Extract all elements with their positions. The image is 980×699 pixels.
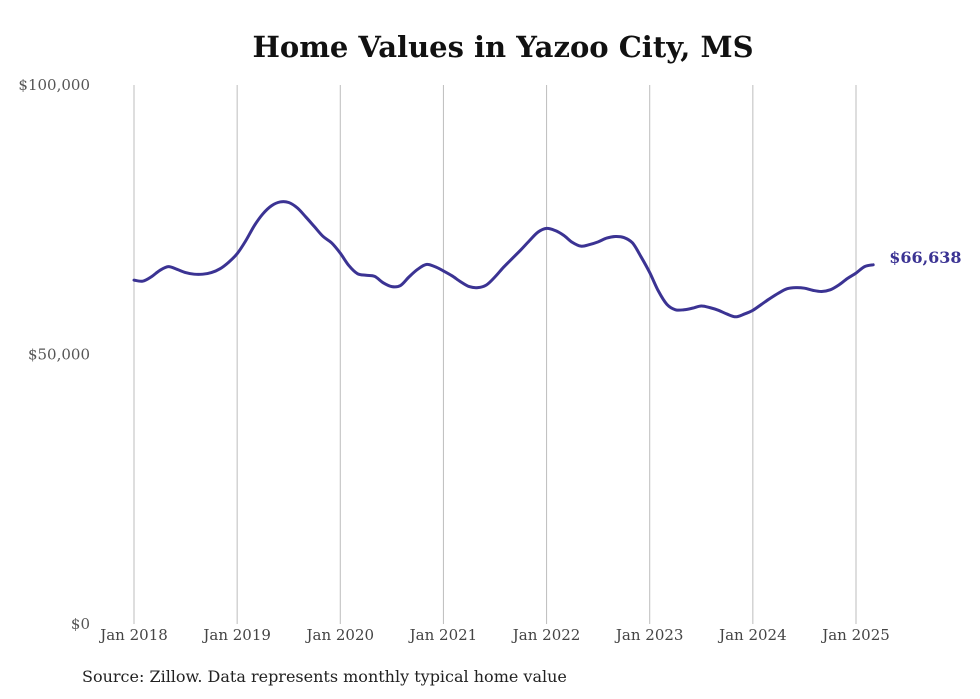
x-tick-label: Jan 2025	[820, 626, 890, 644]
x-tick-label: Jan 2023	[614, 626, 684, 644]
end-value-label: $66,638	[889, 248, 961, 267]
y-tick-label: $0	[71, 615, 90, 633]
y-axis-ticks: $100,000 $50,000 $0	[18, 76, 90, 633]
source-note: Source: Zillow. Data represents monthly …	[82, 667, 567, 686]
gridlines	[133, 85, 857, 624]
y-tick-label: $100,000	[18, 76, 90, 94]
series-line	[132, 200, 875, 319]
x-axis-ticks: Jan 2018 Jan 2019 Jan 2020 Jan 2021 Jan 2022…	[98, 626, 890, 644]
x-tick-label: Jan 2021	[408, 626, 478, 644]
x-tick-label: Jan 2020	[305, 626, 375, 644]
x-tick-label: Jan 2018	[98, 626, 168, 644]
x-tick-label: Jan 2022	[511, 626, 581, 644]
x-tick-label: Jan 2019	[201, 626, 271, 644]
chart-title: Home Values in Yazoo City, MS	[252, 30, 754, 64]
series-layer: $66,638	[132, 200, 962, 319]
y-tick-label: $50,000	[28, 346, 90, 364]
x-tick-label: Jan 2024	[717, 626, 787, 644]
